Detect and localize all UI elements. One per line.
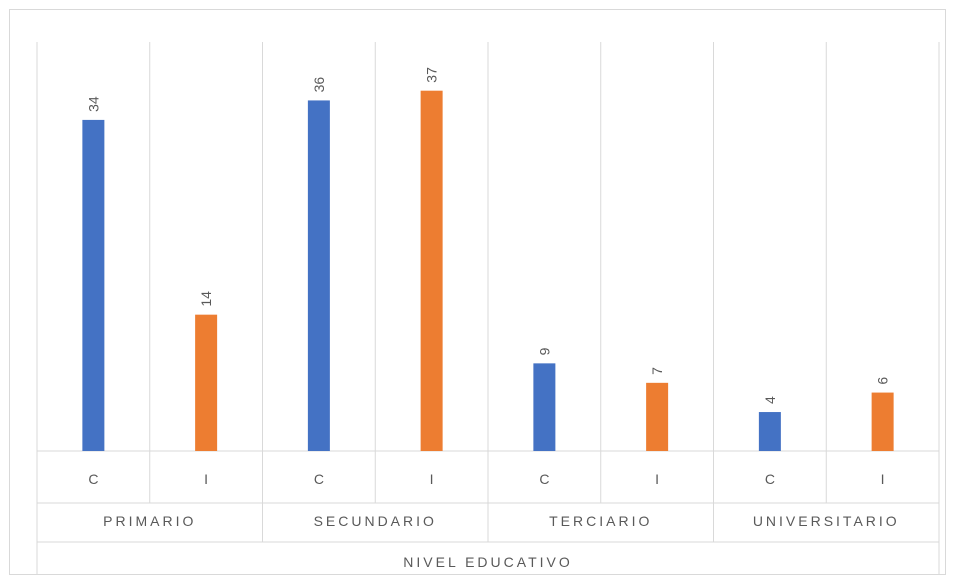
bar <box>533 363 556 451</box>
x-tick-label: C <box>88 471 98 487</box>
bar <box>758 412 781 451</box>
bar <box>646 382 669 451</box>
x-group-label: TERCIARIO <box>549 513 652 529</box>
bar <box>195 314 218 451</box>
x-axis-title: NIVEL EDUCATIVO <box>403 554 572 570</box>
bar <box>871 392 894 451</box>
x-tick-label: I <box>881 471 885 487</box>
x-tick-label: C <box>539 471 549 487</box>
x-tick-label: I <box>204 471 208 487</box>
bar <box>82 119 105 452</box>
x-group-label: PRIMARIO <box>103 513 196 529</box>
chart-frame <box>9 9 946 575</box>
data-label: 4 <box>762 396 778 404</box>
x-tick-label: C <box>314 471 324 487</box>
data-label: 6 <box>875 377 891 385</box>
x-tick-label: I <box>655 471 659 487</box>
data-label: 36 <box>311 77 327 93</box>
data-label: 34 <box>85 96 101 112</box>
data-label: 37 <box>424 67 440 83</box>
x-group-label: UNIVERSITARIO <box>753 513 900 529</box>
data-label: 14 <box>198 291 214 307</box>
bar <box>420 90 443 451</box>
bar <box>307 100 330 451</box>
x-tick-label: C <box>765 471 775 487</box>
data-label: 9 <box>536 347 552 355</box>
x-group-label: SECUNDARIO <box>314 513 437 529</box>
x-tick-label: I <box>430 471 434 487</box>
data-label: 7 <box>649 367 665 375</box>
